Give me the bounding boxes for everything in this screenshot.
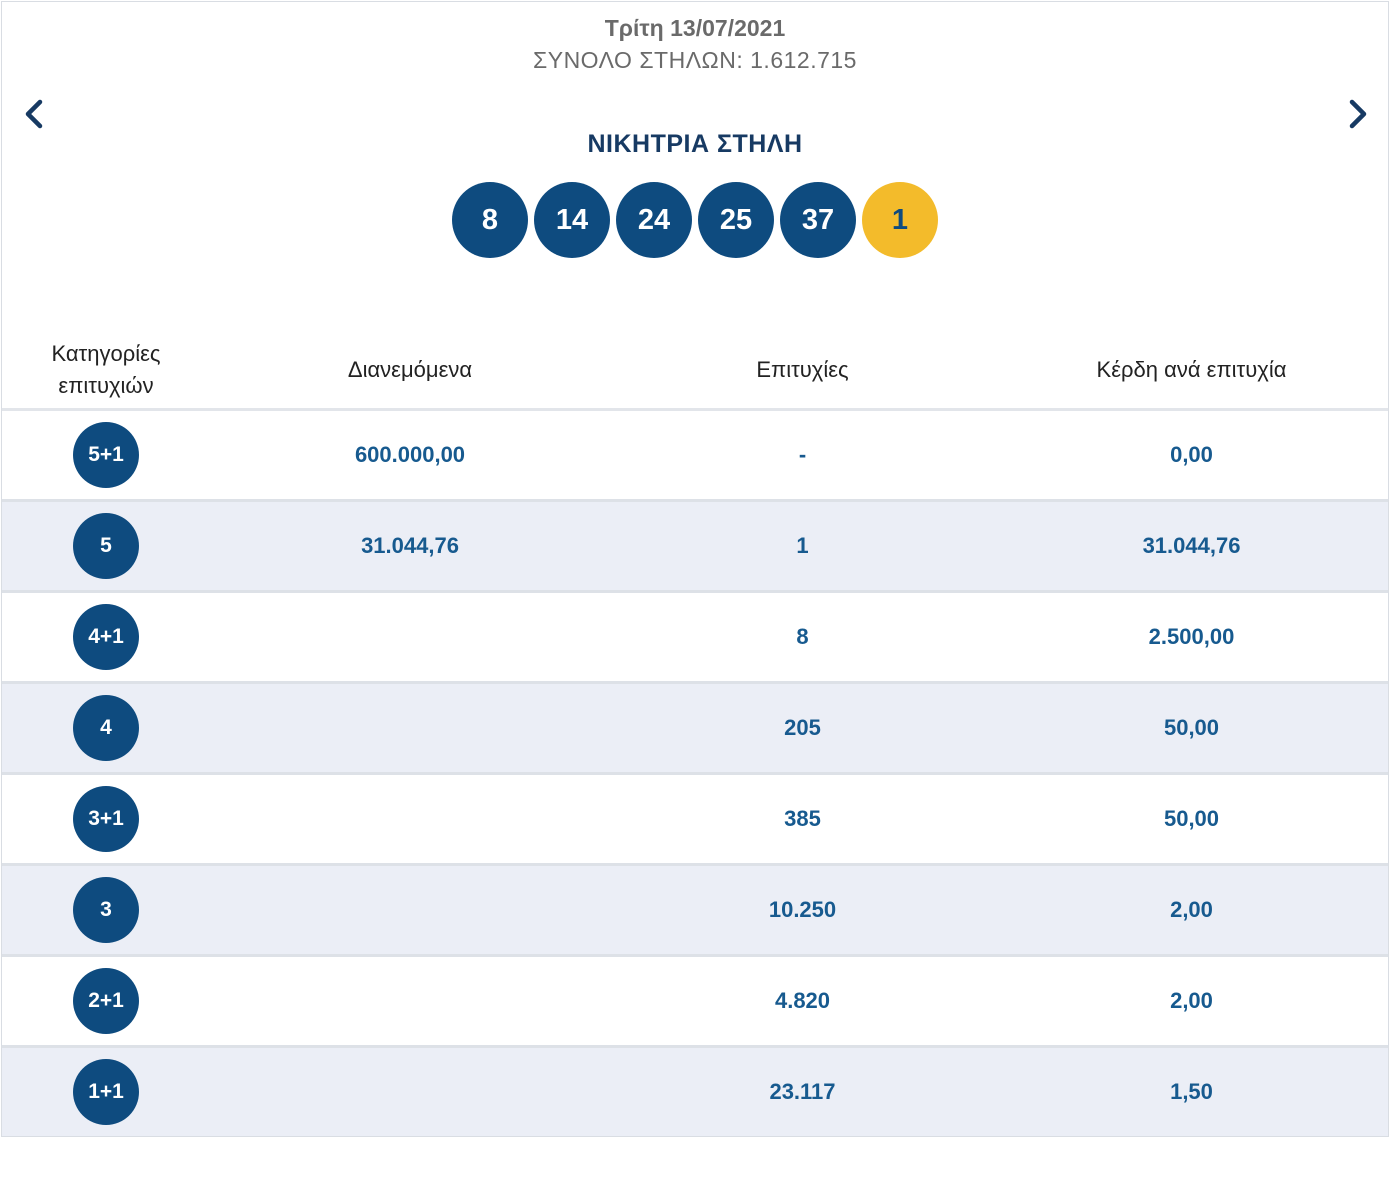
- category-badge: 4: [73, 695, 139, 761]
- chevron-right-icon: [1349, 99, 1367, 129]
- header-distributed: Διανεμόμενα: [347, 357, 473, 382]
- previous-draw-button[interactable]: [20, 96, 50, 132]
- next-draw-button[interactable]: [1342, 96, 1372, 132]
- table-row: 4 205 50,00: [2, 684, 1388, 775]
- prize-cell: 50,00: [1163, 715, 1220, 740]
- number-ball: 8: [452, 182, 528, 258]
- header-prize-per-winner: Κέρδη ανά επιτυχία: [1096, 357, 1287, 382]
- category-badge: 5+1: [73, 422, 139, 488]
- prize-cell: 0,00: [1170, 442, 1213, 467]
- draw-date: Τρίτη 13/07/2021: [604, 15, 786, 41]
- table-row: 1+1 23.117 1,50: [2, 1048, 1388, 1136]
- number-ball: 25: [698, 182, 774, 258]
- winning-numbers: 8 14 24 25 37 1: [2, 182, 1388, 258]
- number-ball: 37: [780, 182, 856, 258]
- winners-cell: 10.250: [768, 897, 837, 922]
- number-ball: 24: [616, 182, 692, 258]
- table-row: 3+1 385 50,00: [2, 775, 1388, 866]
- prize-table-header: Κατηγορίες επιτυχιών Διανεμόμενα Επιτυχί…: [2, 332, 1388, 411]
- header-category-line2: επιτυχιών: [58, 373, 154, 398]
- winners-cell: 8: [796, 624, 809, 649]
- bonus-ball: 1: [862, 182, 938, 258]
- prize-cell: 2.500,00: [1148, 624, 1235, 649]
- winners-cell: 205: [784, 715, 821, 740]
- header-winners: Επιτυχίες: [756, 357, 849, 382]
- table-row: 5 31.044,76 1 31.044,76: [2, 502, 1388, 593]
- category-badge: 5: [73, 513, 139, 579]
- winners-cell: 1: [796, 533, 809, 558]
- category-badge: 3: [73, 877, 139, 943]
- category-badge: 4+1: [73, 604, 139, 670]
- header-category-line1: Κατηγορίες: [51, 341, 161, 366]
- category-badge: 3+1: [73, 786, 139, 852]
- table-row: 3 10.250 2,00: [2, 866, 1388, 957]
- distributed-cell: 600.000,00: [354, 442, 466, 467]
- winners-cell: 4.820: [774, 988, 831, 1013]
- prize-cell: 1,50: [1170, 1079, 1213, 1104]
- distributed-cell: 31.044,76: [361, 533, 459, 558]
- chevron-left-icon: [25, 99, 43, 129]
- total-columns: ΣΥΝΟΛΟ ΣΤΗΛΩΝ: 1.612.715: [533, 47, 857, 73]
- prize-cell: 31.044,76: [1142, 533, 1241, 558]
- category-badge: 2+1: [73, 968, 139, 1034]
- number-ball: 14: [534, 182, 610, 258]
- results-panel: Τρίτη 13/07/2021 ΣΥΝΟΛΟ ΣΤΗΛΩΝ: 1.612.71…: [1, 1, 1389, 1137]
- winning-column-title: ΝΙΚΗΤΡΙΑ ΣΤΗΛΗ: [587, 130, 803, 158]
- prize-cell: 50,00: [1163, 806, 1220, 831]
- winners-cell: 23.117: [769, 1079, 836, 1104]
- table-row: 5+1 600.000,00 - 0,00: [2, 411, 1388, 502]
- winners-cell: 385: [784, 806, 821, 831]
- header-category: Κατηγορίες επιτυχιών: [2, 341, 210, 399]
- draw-header: Τρίτη 13/07/2021 ΣΥΝΟΛΟ ΣΤΗΛΩΝ: 1.612.71…: [2, 2, 1388, 297]
- prize-table-body: 5+1 600.000,00 - 0,00 5 31.044,76 1 31.0…: [2, 411, 1388, 1136]
- winners-cell: -: [798, 442, 807, 467]
- prize-cell: 2,00: [1170, 897, 1213, 922]
- category-badge: 1+1: [73, 1059, 139, 1125]
- prize-cell: 2,00: [1170, 988, 1213, 1013]
- table-row: 2+1 4.820 2,00: [2, 957, 1388, 1048]
- table-row: 4+1 8 2.500,00: [2, 593, 1388, 684]
